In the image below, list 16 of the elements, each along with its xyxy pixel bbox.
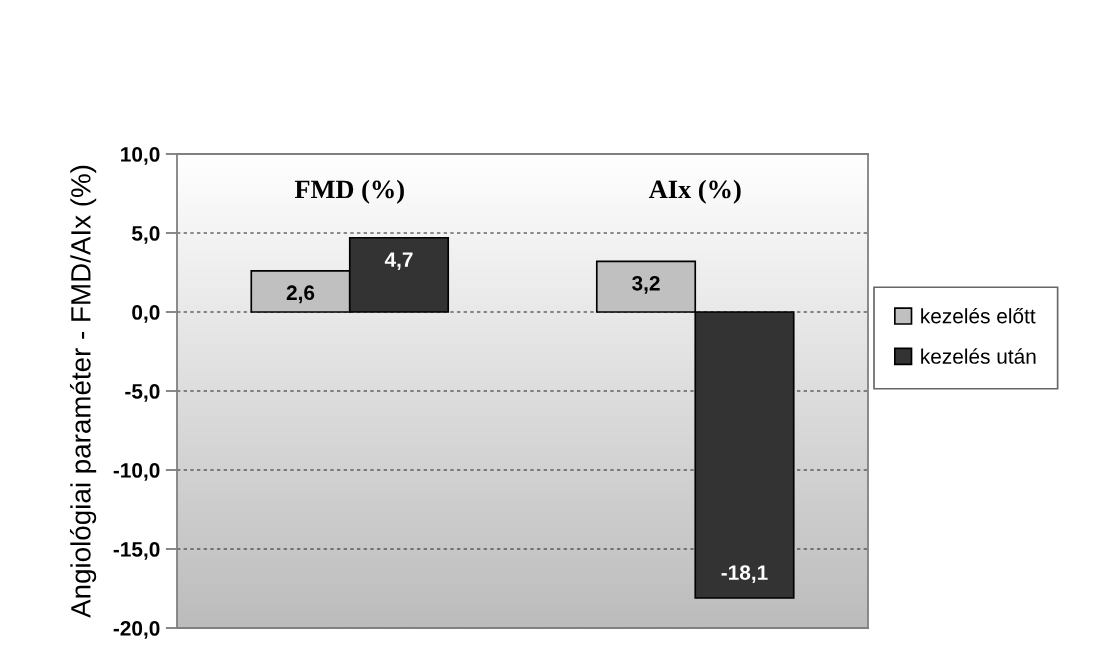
y-tick-label: -15,0 xyxy=(113,542,160,560)
x-tick-label: FMD (%) xyxy=(294,179,404,204)
legend-label: kezelés után xyxy=(921,348,1036,364)
legend-label: kezelés előtt xyxy=(921,307,1036,324)
y-tick-label: 10,0 xyxy=(121,147,160,165)
x-tick-label: AIx (%) xyxy=(648,179,741,204)
y-tick-label: -20,0 xyxy=(113,621,160,639)
data-label: -18,1 xyxy=(721,565,768,583)
y-axis-title: Angiológiai paraméter - FMD/AIx (%) xyxy=(69,165,97,618)
y-tick-label: -5,0 xyxy=(125,384,160,402)
data-label: 2,6 xyxy=(286,285,315,304)
data-label: 3,2 xyxy=(632,275,660,294)
y-tick-label: -10,0 xyxy=(113,463,160,481)
data-label: 4,7 xyxy=(384,252,413,270)
y-tick-label: 5,0 xyxy=(132,226,160,244)
y-tick-label: 0,0 xyxy=(132,305,160,323)
